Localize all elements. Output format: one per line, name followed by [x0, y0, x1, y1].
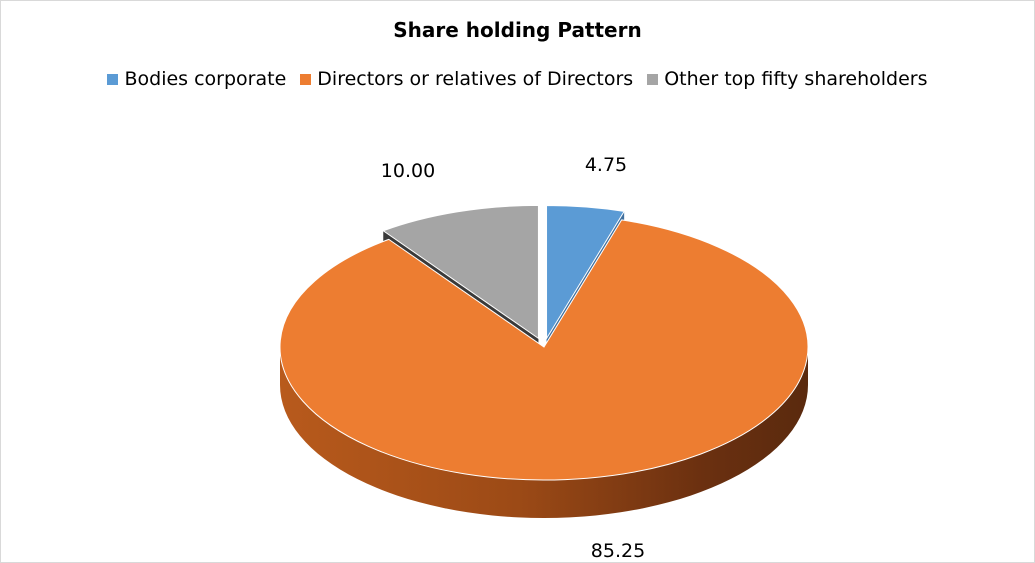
data-label-other-top-fifty: 10.00: [381, 160, 435, 182]
slice-side-directors: [280, 347, 808, 518]
slice-top-bodies-corporate: [546, 205, 625, 341]
legend-label: Other top fifty shareholders: [664, 68, 928, 90]
slice-top-directors: [279, 219, 809, 481]
legend-label: Directors or relatives of Directors: [317, 68, 634, 90]
legend: Bodies corporate Directors or relatives …: [1, 68, 1034, 90]
chart-title: Share holding Pattern: [393, 18, 642, 42]
slice-top-other-top-fifty: [382, 204, 539, 340]
pie-slices: [279, 204, 809, 518]
legend-item-bodies-corporate: Bodies corporate: [107, 68, 286, 90]
data-label-directors: 85.25: [591, 540, 645, 562]
legend-swatch: [107, 73, 119, 85]
legend-swatch: [300, 73, 312, 85]
legend-label: Bodies corporate: [124, 68, 287, 90]
data-label-bodies-corporate: 4.75: [585, 154, 627, 176]
legend-item-other-top-fifty: Other top fifty shareholders: [647, 68, 928, 90]
legend-item-directors: Directors or relatives of Directors: [300, 68, 633, 90]
legend-swatch: [647, 73, 659, 85]
